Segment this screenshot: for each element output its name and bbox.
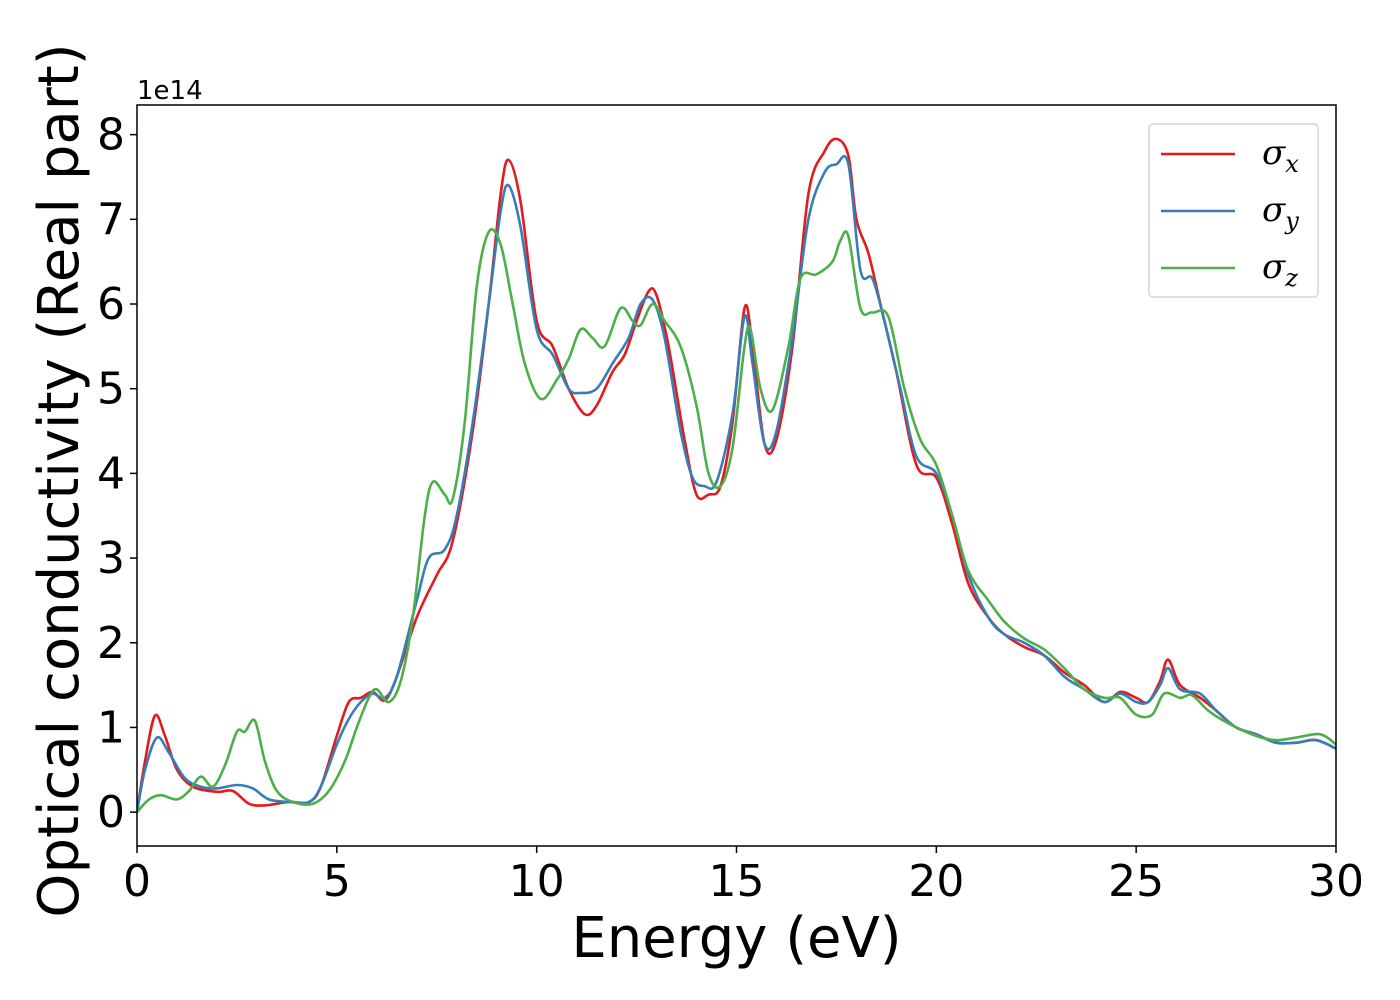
x-axis-ticks: 0 5 10 15 20 25 30 <box>123 846 1364 907</box>
y-tick-label: 0 <box>97 787 125 838</box>
x-tick-label: 20 <box>908 856 964 907</box>
y-tick-label: 1 <box>97 702 125 753</box>
x-tick-label: 25 <box>1108 856 1164 907</box>
y-tick-label: 5 <box>97 364 125 415</box>
legend-label-z: σz <box>1262 247 1298 292</box>
series-line-z <box>137 228 1336 813</box>
x-axis-title: Energy (eV) <box>571 906 901 971</box>
x-tick-label: 15 <box>709 856 765 907</box>
y-offset-label: 1e14 <box>137 76 203 106</box>
series-line-y <box>137 154 1336 813</box>
legend: σx σy σz <box>1148 123 1319 298</box>
x-tick-label: 10 <box>509 856 565 907</box>
legend-label-y: σy <box>1262 190 1299 235</box>
y-axis-title: Optical conductivity (Real part) <box>27 43 92 917</box>
x-tick-label: 0 <box>123 856 151 907</box>
legend-label-x: σx <box>1262 133 1299 178</box>
y-tick-label: 2 <box>97 618 125 669</box>
y-tick-label: 8 <box>97 110 125 161</box>
plot-lines <box>137 137 1336 813</box>
y-tick-label: 6 <box>97 279 125 330</box>
y-tick-label: 7 <box>97 194 125 245</box>
y-tick-label: 4 <box>97 448 125 499</box>
y-tick-label: 3 <box>97 533 125 584</box>
x-tick-label: 30 <box>1308 856 1364 907</box>
y-axis-ticks: 0 1 2 3 4 5 6 7 8 <box>97 110 137 838</box>
x-tick-label: 5 <box>323 856 351 907</box>
